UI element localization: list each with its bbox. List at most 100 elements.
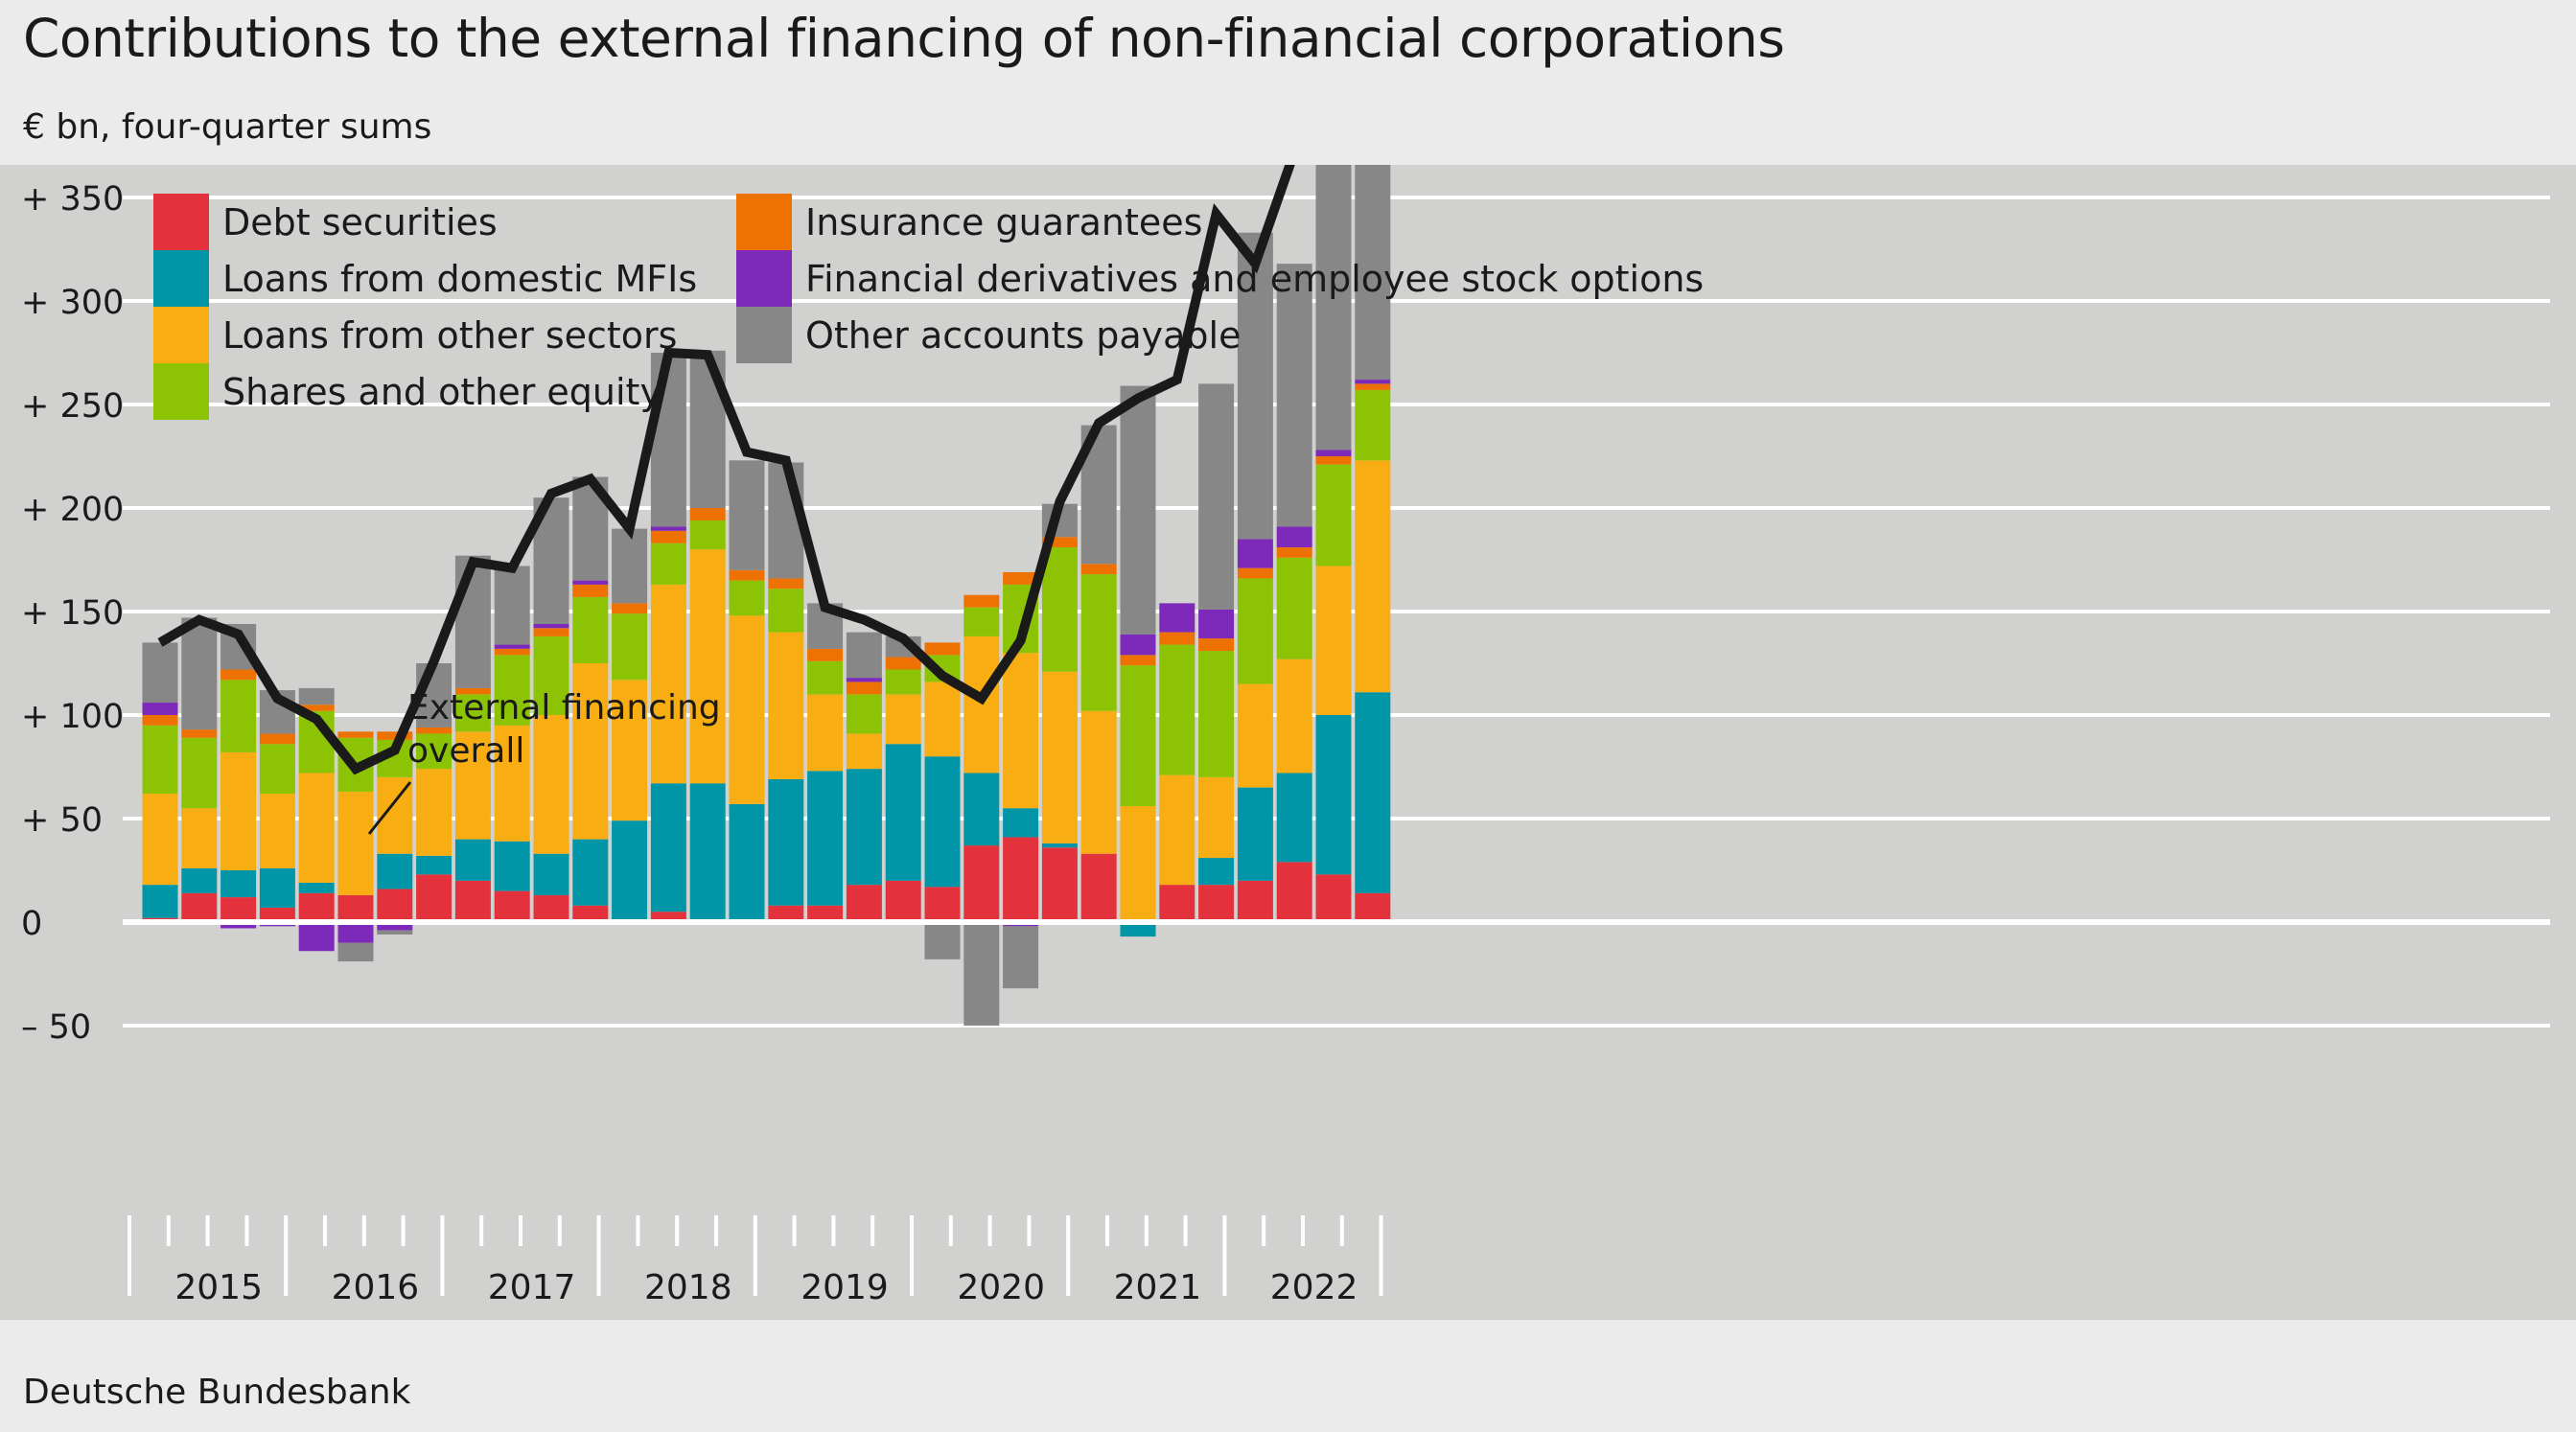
bar-segment (142, 794, 178, 886)
bar-segment (1276, 773, 1312, 863)
bar-segment (885, 657, 921, 670)
bar-segment (1041, 537, 1078, 548)
bar-segment (377, 731, 413, 740)
bar-segment (924, 642, 961, 656)
bar-segment (181, 737, 218, 809)
bar-segment (846, 632, 882, 679)
bar-segment (533, 635, 569, 715)
bar-segment (181, 617, 218, 730)
bar-segment (885, 694, 921, 745)
bar-segment (768, 778, 804, 906)
bar-segment (454, 731, 491, 840)
bar-segment (1120, 806, 1156, 922)
bar-segment (612, 820, 648, 922)
bar-segment (1237, 787, 1273, 881)
bar-segment (846, 681, 882, 695)
bar-segment (1237, 578, 1273, 684)
bar-segment (924, 887, 961, 922)
bar-segment (142, 715, 178, 726)
bar-segment (1237, 232, 1273, 540)
bar-segment (650, 584, 686, 784)
legend-label: Loans from other sectors (222, 314, 677, 357)
bar-segment (689, 783, 726, 922)
bar-segment (533, 628, 569, 636)
y-tick-label: + 150 (21, 594, 124, 633)
bar-segment (220, 897, 257, 922)
bar-segment (1315, 566, 1352, 715)
bar-segment (1159, 632, 1195, 645)
bar-segment (1355, 389, 1391, 461)
y-tick-label: + 250 (21, 387, 124, 426)
bar-segment (1276, 526, 1312, 548)
bar-segment (1355, 460, 1391, 693)
bar-segment (494, 655, 530, 726)
bar-segment (454, 687, 491, 695)
legend-label: Other accounts payable (805, 314, 1241, 357)
y-tick-label: + 50 (21, 801, 103, 840)
line-annotation-label: External financing (407, 688, 721, 728)
bar-segment (650, 783, 686, 912)
bar-segment (416, 769, 453, 856)
bar-segment (729, 460, 765, 570)
bar-segment (1003, 653, 1039, 809)
bar-segment (1120, 655, 1156, 666)
bar-segment (454, 839, 491, 881)
bar-segment (494, 725, 530, 842)
legend-label: Insurance guarantees (805, 201, 1202, 243)
bar-segment (612, 613, 648, 681)
bar-segment (1237, 539, 1273, 568)
y-axis-tick-labels: – 500+ 50+ 100+ 150+ 200+ 250+ 300+ 350+… (21, 180, 124, 1047)
bar-segment (1276, 264, 1312, 527)
bar-segment (259, 907, 295, 922)
bar-segment (572, 839, 609, 906)
bar-segment (1315, 715, 1352, 875)
bar-segment (1003, 808, 1039, 838)
x-tick-label: 2015 (174, 1268, 263, 1307)
bar-segment (1315, 450, 1352, 456)
chart-title: Contributions to the external financing … (23, 8, 1785, 69)
bar-segment (181, 729, 218, 738)
bar-segment (1276, 557, 1312, 659)
bar-segment (1198, 776, 1235, 859)
bar-segment (1120, 634, 1156, 656)
legend-label: Financial derivatives and employee stock… (805, 258, 1704, 300)
x-tick-label: 2018 (644, 1268, 732, 1307)
bar-segment (454, 880, 491, 922)
bar-segment (846, 885, 882, 922)
bar-segment (1315, 165, 1352, 450)
bar-segment (689, 549, 726, 784)
bar-segment (1355, 892, 1391, 922)
bar-segment (1159, 603, 1195, 633)
bar-segment (416, 727, 453, 734)
bar-segment (1159, 774, 1195, 886)
bar-segment (142, 885, 178, 918)
bar-segment (142, 703, 178, 715)
bar-segment (533, 853, 569, 895)
bar-segment (337, 731, 374, 738)
bar-segment (963, 635, 1000, 774)
bar-segment (494, 890, 530, 922)
bar-segment (377, 922, 413, 931)
bar-segment (1276, 547, 1312, 558)
bar-segment (1355, 383, 1391, 390)
bar-segment (416, 733, 453, 770)
x-tick-label: 2022 (1270, 1268, 1358, 1307)
chart-subtitle: € bn, four-quarter sums (23, 107, 432, 147)
legend-label: Loans from domestic MFIs (222, 258, 697, 300)
bar-segment (729, 569, 765, 581)
bar-segment (377, 889, 413, 922)
bar-segment (650, 353, 686, 527)
line-series (157, 165, 1295, 775)
bar-segment (1041, 547, 1078, 672)
bar-segment (1355, 165, 1391, 381)
bar-segment (142, 725, 178, 795)
bar-segment (1237, 683, 1273, 788)
x-tick-label: 2019 (801, 1268, 889, 1307)
bar-segment (1276, 862, 1312, 922)
bar-segment (1198, 383, 1235, 610)
bar-segment (1120, 922, 1156, 937)
bar-segment (729, 615, 765, 804)
bar-segment (181, 892, 218, 922)
bar-segment (337, 791, 374, 895)
